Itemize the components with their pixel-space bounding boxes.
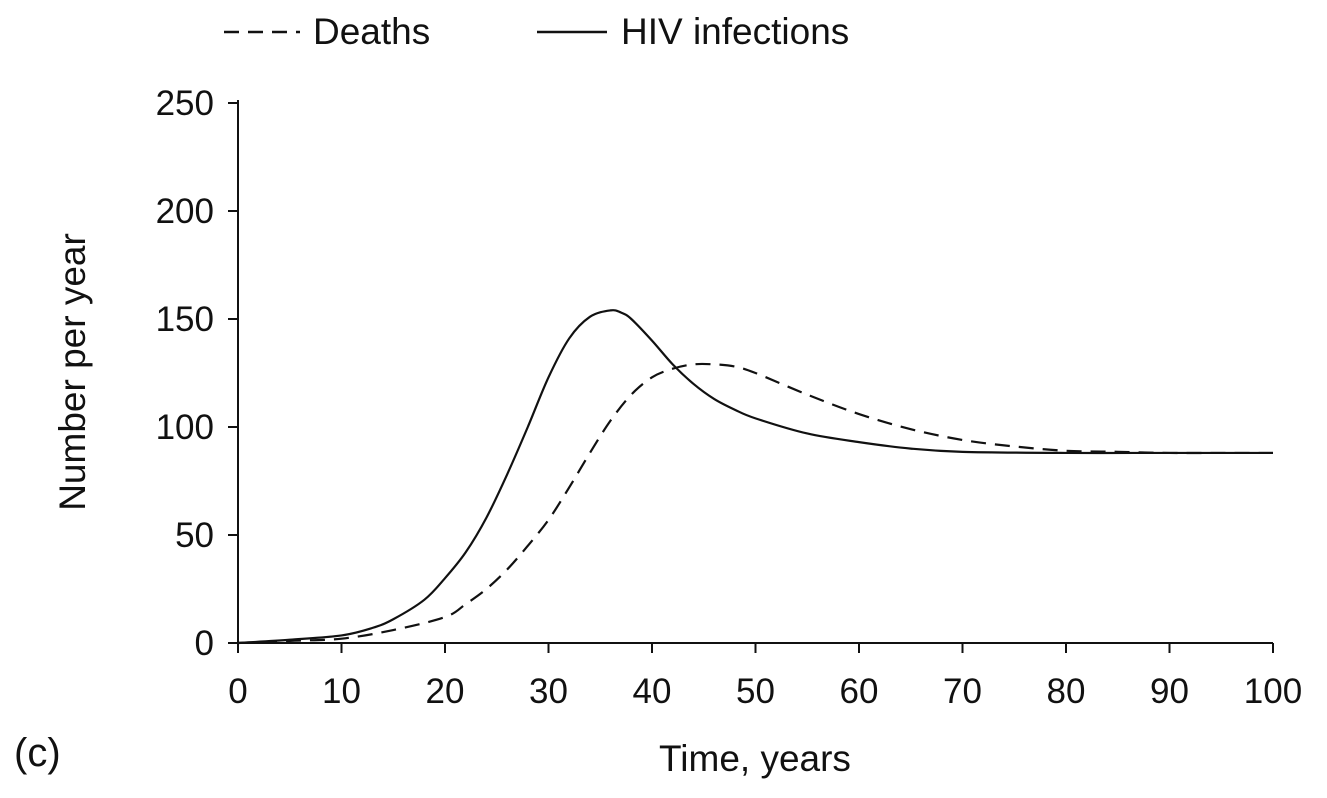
series-layer <box>237 309 1273 645</box>
y-axis-title: Number per year <box>52 233 93 511</box>
axes <box>237 100 1273 644</box>
x-tick-label: 100 <box>1244 672 1302 711</box>
x-tick-label: 40 <box>633 672 672 711</box>
y-ticks: 0 50 100 150 200 250 <box>156 84 238 663</box>
legend-deaths-label: Deaths <box>313 11 430 52</box>
x-tick-label: 90 <box>1150 672 1189 711</box>
series-line-hiv-infections <box>237 309 1273 645</box>
y-tick-label: 250 <box>156 84 214 123</box>
legend: Deaths HIV infections <box>224 11 849 52</box>
x-tick-label: 20 <box>426 672 465 711</box>
x-tick-label: 80 <box>1047 672 1086 711</box>
x-tick-label: 60 <box>840 672 879 711</box>
y-tick-label: 150 <box>156 300 214 339</box>
y-tick-label: 200 <box>156 192 214 231</box>
x-ticks: 0 10 20 30 40 50 60 70 80 90 100 <box>228 643 1302 711</box>
panel-label: (c) <box>14 731 61 775</box>
x-tick-label: 30 <box>529 672 568 711</box>
y-tick-label: 50 <box>175 516 214 555</box>
x-tick-label: 0 <box>228 672 247 711</box>
x-axis-title: Time, years <box>659 738 851 779</box>
y-tick-label: 100 <box>156 408 214 447</box>
x-tick-label: 10 <box>322 672 361 711</box>
series-line-deaths <box>237 362 1273 645</box>
x-tick-label: 70 <box>943 672 982 711</box>
y-tick-label: 0 <box>195 624 214 663</box>
x-tick-label: 50 <box>736 672 775 711</box>
legend-hiv-label: HIV infections <box>621 11 849 52</box>
